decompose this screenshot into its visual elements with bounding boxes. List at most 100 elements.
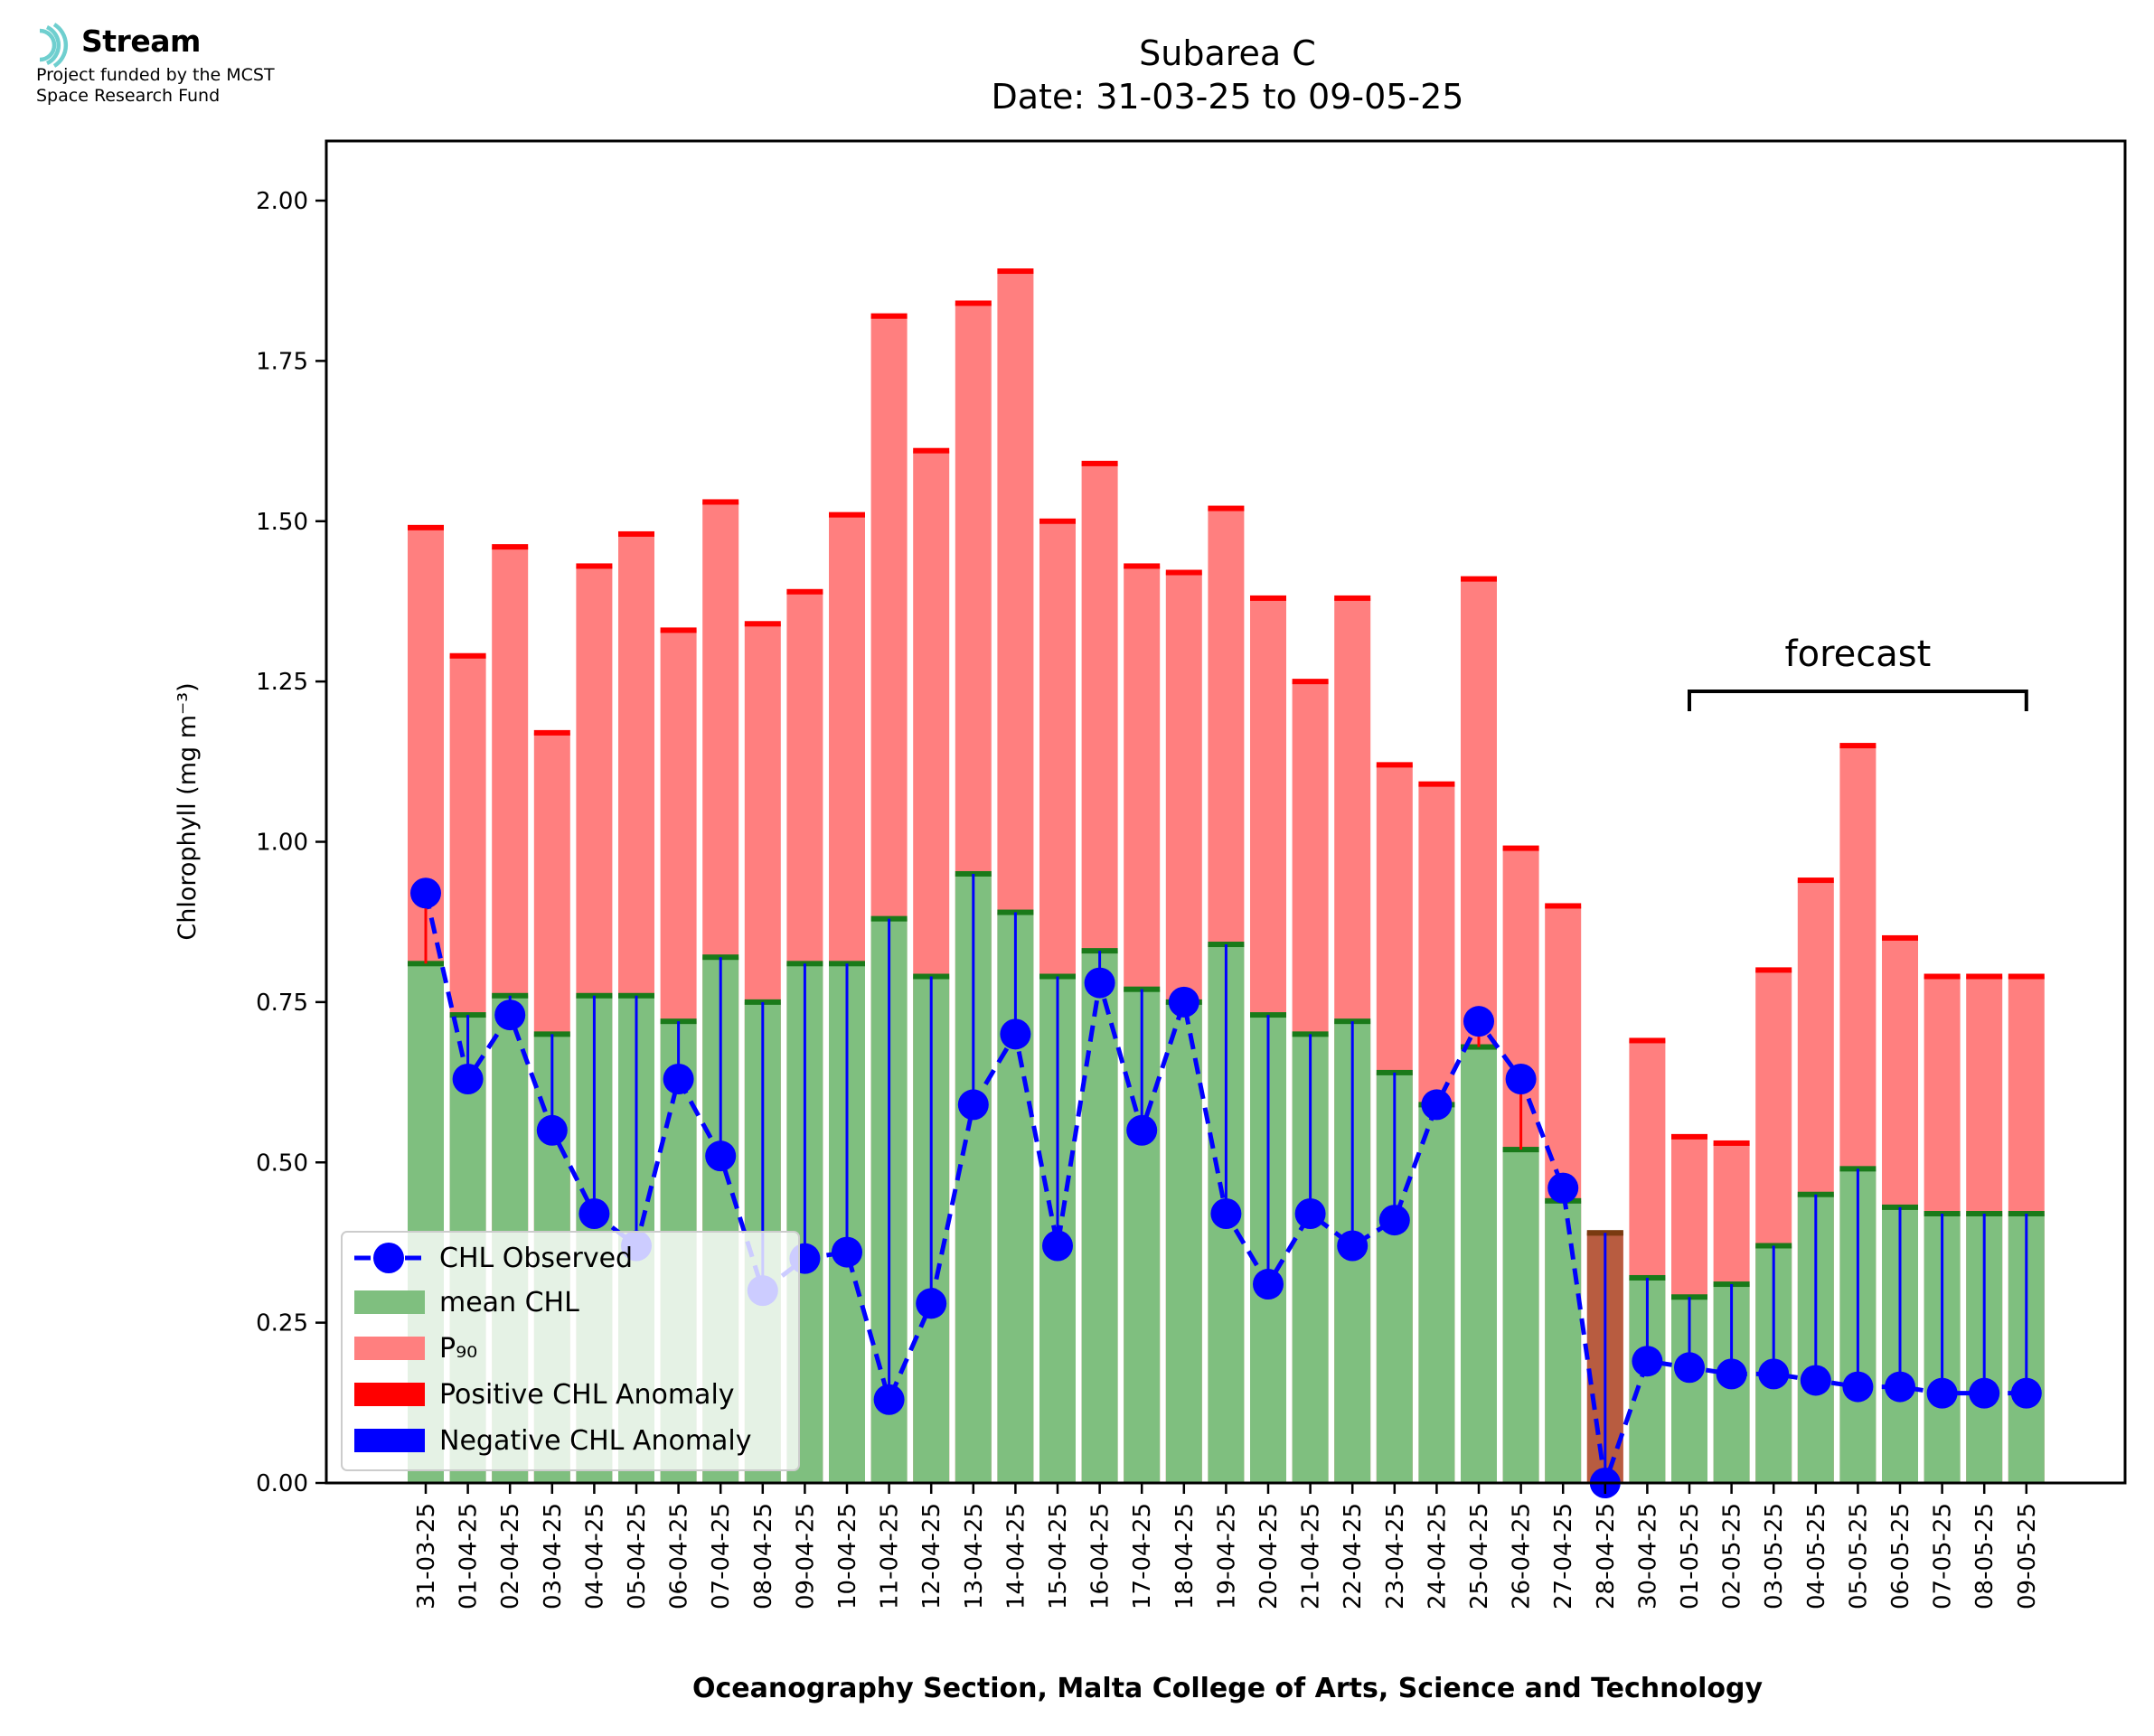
x-tick-label: 10-04-25	[834, 1503, 861, 1609]
x-tick-label: 23-04-25	[1382, 1503, 1409, 1609]
mean-bar	[1418, 1104, 1455, 1483]
p90-cap	[1797, 877, 1834, 884]
observed-point	[916, 1288, 947, 1319]
legend-label: CHL Observed	[439, 1243, 633, 1274]
observed-point	[957, 1089, 989, 1121]
p90-cap	[870, 313, 908, 319]
stream-logo: Stream Project funded by the MCST Space …	[31, 22, 356, 121]
bar-layer	[408, 268, 2045, 1484]
x-tick-label: 03-05-25	[1761, 1503, 1788, 1609]
p90-cap	[786, 588, 823, 595]
observed-point	[1547, 1172, 1579, 1204]
x-tick-label: 02-05-25	[1719, 1503, 1746, 1609]
p90-cap	[1629, 1037, 1666, 1044]
p90-cap	[576, 563, 613, 569]
p90-cap	[1334, 595, 1371, 601]
p90-cap	[1376, 762, 1413, 768]
mean-bar	[1502, 1150, 1539, 1483]
x-tick-label: 12-04-25	[918, 1503, 945, 1609]
legend-swatch-observed-marker	[373, 1243, 404, 1273]
legend-swatch	[354, 1337, 425, 1360]
observed-point	[452, 1064, 484, 1095]
x-tick-label: 25-04-25	[1466, 1503, 1493, 1609]
p90-cap	[1081, 460, 1118, 466]
x-tick-label: 01-05-25	[1677, 1503, 1704, 1609]
observed-point	[1421, 1089, 1453, 1121]
observed-point	[1253, 1269, 1284, 1300]
y-tick-label: 0.75	[256, 990, 308, 1017]
observed-point	[1084, 967, 1115, 999]
p90-cap	[1502, 845, 1539, 851]
p90-cap	[449, 652, 486, 659]
observed-point	[1000, 1018, 1031, 1050]
chart-title: Subarea C	[1139, 33, 1316, 73]
x-tick-label: 31-03-25	[413, 1503, 440, 1609]
observed-point	[1294, 1198, 1326, 1230]
x-tick-label: 06-05-25	[1887, 1503, 1914, 1609]
legend: CHL Observed mean CHL P₉₀ Positive CHL Anom…	[341, 1231, 800, 1471]
p90-cap	[618, 530, 654, 537]
legend-label: P₉₀	[439, 1333, 477, 1365]
x-tick-label: 20-04-25	[1256, 1503, 1283, 1609]
legend-label: mean CHL	[439, 1287, 579, 1318]
observed-point	[1632, 1346, 1663, 1377]
x-tick-label: 05-04-25	[624, 1503, 651, 1609]
observed-point	[1716, 1358, 1747, 1390]
p90-cap	[1250, 595, 1286, 601]
p90-cap	[1418, 781, 1455, 787]
observed-point	[1674, 1352, 1705, 1384]
p90-cap	[1924, 973, 1961, 980]
p90-cap	[2008, 973, 2045, 980]
observed-point	[1842, 1371, 1874, 1403]
observed-point	[2010, 1377, 2042, 1409]
x-tick-label: 26-04-25	[1509, 1503, 1536, 1609]
y-tick-label: 0.50	[256, 1150, 308, 1177]
x-tick-label: 08-05-25	[1971, 1503, 1999, 1609]
x-tick-label: 04-04-25	[581, 1503, 608, 1609]
x-tick-label: 08-04-25	[750, 1503, 777, 1609]
observed-point	[1969, 1377, 2000, 1409]
x-tick-label: 03-04-25	[540, 1503, 567, 1609]
x-tick-label: 07-04-25	[708, 1503, 735, 1609]
y-axis-label: Chlorophyll (mg m⁻³)	[174, 682, 202, 940]
stream-logo-icon	[39, 23, 69, 68]
observed-point	[1885, 1371, 1915, 1403]
p90-cap	[1461, 576, 1497, 582]
y-tick-label: 1.75	[256, 348, 308, 375]
legend-swatch	[354, 1290, 425, 1314]
observed-point	[1168, 986, 1199, 1018]
p90-cap	[829, 511, 865, 518]
x-tick-label: 13-04-25	[961, 1503, 988, 1609]
observed-point	[1463, 1006, 1494, 1037]
observed-point	[1800, 1365, 1831, 1396]
x-tick-label: 07-05-25	[1930, 1503, 1957, 1609]
x-tick-label: 04-05-25	[1803, 1503, 1830, 1609]
p90-cap	[1882, 934, 1918, 941]
observed-point	[410, 877, 441, 909]
x-tick-label: 27-04-25	[1550, 1503, 1577, 1609]
chart-subtitle: Date: 31-03-25 to 09-05-25	[992, 77, 1464, 117]
observed-point	[1926, 1377, 1958, 1409]
logo-name: Stream	[81, 23, 201, 59]
y-tick-label: 2.00	[256, 188, 308, 215]
legend-label: Positive CHL Anomaly	[439, 1379, 735, 1411]
forecast-bracket: forecast	[1688, 633, 2028, 711]
observed-point	[578, 1198, 610, 1230]
x-tick-label: 09-05-25	[2014, 1503, 2041, 1609]
x-tick-label: 11-04-25	[877, 1503, 904, 1609]
x-tick-label: 24-04-25	[1424, 1503, 1451, 1609]
observed-point	[705, 1140, 737, 1172]
legend-swatch	[354, 1429, 425, 1452]
x-tick-label: 21-04-25	[1298, 1503, 1325, 1609]
p90-cap	[997, 268, 1034, 275]
observed-point	[536, 1114, 568, 1146]
observed-point	[832, 1236, 862, 1268]
x-tick-label: 09-04-25	[792, 1503, 819, 1609]
p90-cap	[1755, 967, 1792, 973]
x-tick-label: 22-04-25	[1340, 1503, 1367, 1609]
legend-box	[341, 1231, 800, 1471]
y-tick-label: 0.25	[256, 1310, 308, 1337]
x-tick-label: 06-04-25	[666, 1503, 693, 1609]
x-tick-label: 19-04-25	[1213, 1503, 1240, 1609]
